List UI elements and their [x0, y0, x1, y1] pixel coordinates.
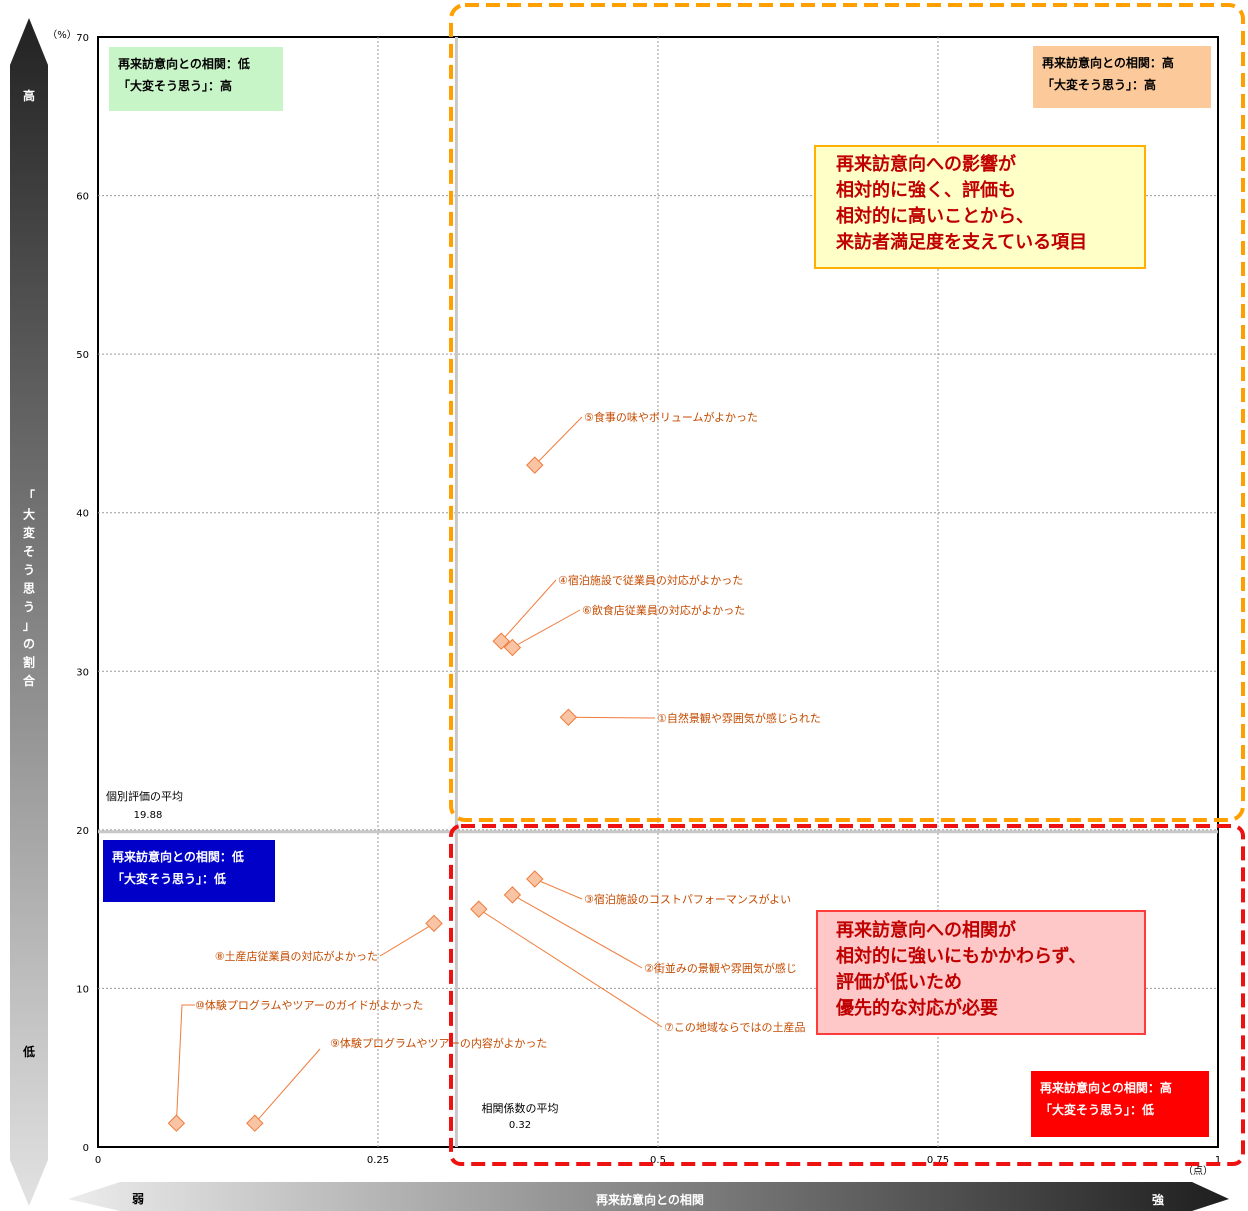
- y-axis-title-char: 思: [23, 582, 35, 596]
- leader-line: [534, 878, 583, 900]
- x-unit-label: （点）: [1183, 1165, 1213, 1177]
- data-point-marker: [167, 1114, 186, 1132]
- data-point-marker: [492, 632, 510, 650]
- y-tick-label: 60: [76, 192, 89, 203]
- data-point-label: ⑤食事の味やボリュームがよかった: [584, 410, 758, 424]
- quadrant-bottom-left-line2: 「大変そう思う」：低: [112, 872, 227, 886]
- avg-x-value: 0.32: [509, 1120, 531, 1131]
- y-axis-title-char: う: [23, 600, 35, 614]
- avg-y-value: 19.88: [134, 810, 163, 821]
- leader-line: [478, 908, 663, 1028]
- priority-callout-line4: 優先的な対応が必要: [836, 998, 998, 1019]
- quadrant-top-left-line1: 再来訪意向との相関：低: [118, 57, 250, 71]
- point-labels: ①自然景観や雰囲気が感じられた ②街並みの景観や雰囲気が感じ ③宿泊施設のコストパフ…: [195, 410, 821, 1050]
- x-axis-arrow: [68, 1182, 1229, 1211]
- x-arrow-strong-label: 強: [1152, 1192, 1164, 1207]
- leader-line: [534, 416, 583, 466]
- data-point-label: ①自然景観や雰囲気が感じられた: [657, 711, 821, 725]
- leader-line: [500, 579, 557, 642]
- leader-line: [512, 609, 581, 648]
- avg-x-label: 相関係数の平均: [482, 1102, 559, 1115]
- quadrant-label-top-right: 再来訪意向との相関：高 「大変そう思う」：高: [1033, 46, 1211, 108]
- strength-callout-line2: 相対的に強く、評価も: [836, 180, 1016, 201]
- x-tick-label: 1: [1215, 1155, 1221, 1166]
- quadrant-label-bottom-right: 再来訪意向との相関：高 「大変そう思う」：低: [1031, 1071, 1209, 1137]
- y-tick-label: 20: [76, 826, 89, 837]
- strength-callout-line1: 再来訪意向への影響が: [836, 154, 1016, 175]
- quadrant-top-right-line1: 再来訪意向との相関：高: [1042, 56, 1174, 70]
- x-tick-label: 0: [95, 1155, 101, 1166]
- strength-callout-line4: 来訪者満足度を支えている項目: [836, 232, 1088, 253]
- x-axis-title: 再来訪意向との相関: [596, 1192, 704, 1207]
- y-arrow-low-label: 低: [22, 1044, 35, 1059]
- y-axis-title-char: 割: [23, 655, 35, 670]
- leader-lines: [175, 416, 663, 1124]
- y-tick-label: 0: [83, 1143, 89, 1154]
- x-tick-label: 0.5: [650, 1155, 666, 1166]
- y-tick-label: 30: [76, 667, 89, 678]
- quadrant-label-bottom-left: 再来訪意向との相関：低 「大変そう思う」：低: [103, 840, 275, 902]
- data-point-label: ⑧土産店従業員の対応がよかった: [215, 949, 378, 963]
- data-point-label: ⑨体験プログラムやツアーの内容がよかった: [330, 1036, 547, 1050]
- quadrant-top-left-line2: 「大変そう思う」：高: [118, 79, 233, 93]
- strength-callout: 再来訪意向への影響が 相対的に強く、評価も 相対的に高いことから、 来訪者満足度…: [814, 145, 1146, 269]
- data-point-label: ④宿泊施設で従業員の対応がよかった: [558, 573, 743, 587]
- data-point-marker: [503, 638, 522, 657]
- y-tick-label: 50: [76, 350, 89, 361]
- y-axis-title-char: 変: [23, 525, 36, 540]
- y-axis-title: 「大変そう思う」の割合: [23, 488, 36, 688]
- avg-y-label: 個別評価の平均: [106, 789, 183, 803]
- quadrant-bottom-right-line1: 再来訪意向との相関：高: [1040, 1081, 1172, 1095]
- data-points: [167, 456, 578, 1132]
- high-low-region-outline: [449, 824, 1245, 1166]
- data-point-marker: [503, 886, 522, 904]
- quadrant-label-top-left: 再来訪意向との相関：低 「大変そう思う」：高: [109, 47, 283, 111]
- y-arrow-high-label: 高: [23, 88, 35, 103]
- priority-callout-line3: 評価が低いため: [836, 972, 962, 993]
- data-point-marker: [559, 708, 578, 726]
- y-tick-label: 10: [76, 984, 89, 995]
- quadrant-bottom-right-line2: 「大変そう思う」：低: [1040, 1103, 1155, 1117]
- data-point-marker: [246, 1114, 264, 1132]
- y-tick-label: 40: [76, 509, 89, 520]
- leader-line: [512, 894, 643, 969]
- y-tick-label: 70: [76, 33, 89, 44]
- data-point-label: ⑥飲食店従業員の対応がよかった: [582, 603, 745, 617]
- average-lines: [98, 37, 1218, 1147]
- x-tick-label: 0.75: [927, 1155, 949, 1166]
- leader-line: [568, 716, 656, 719]
- leader-line: [379, 922, 435, 957]
- y-axis-title-char: 」: [23, 619, 35, 633]
- data-point-label: ②街並みの景観や雰囲気が感じ: [644, 961, 797, 975]
- y-axis-title-char: 「: [23, 488, 35, 503]
- priority-callout: 再来訪意向への相関が 相対的に強いにもかかわらず、 評価が低いため 優先的な対応…: [816, 910, 1146, 1035]
- high-high-region-outline: [449, 3, 1245, 822]
- data-point-label: ⑦この地域ならではの土産品: [664, 1021, 806, 1034]
- data-point-label: ③宿泊施設のコストパフォーマンスがよい: [584, 892, 791, 906]
- leader-line: [254, 1048, 321, 1124]
- y-axis-title-char: そ: [23, 545, 35, 559]
- strength-callout-line3: 相対的に高いことから、: [836, 206, 1034, 227]
- y-axis-title-char: 大: [23, 507, 35, 522]
- y-axis-title-char: う: [23, 563, 35, 577]
- y-axis-title-char: 合: [23, 673, 36, 688]
- priority-callout-line2: 相対的に強いにもかかわらず、: [836, 946, 1087, 967]
- priority-callout-line1: 再来訪意向への相関が: [836, 920, 1016, 941]
- quadrant-bottom-left-line1: 再来訪意向との相関：低: [112, 850, 244, 864]
- data-point-marker: [425, 914, 443, 933]
- data-point-marker: [526, 456, 544, 474]
- data-point-marker: [526, 870, 544, 888]
- quadrant-top-right-line2: 「大変そう思う」：高: [1042, 78, 1157, 92]
- leader-line: [175, 1004, 195, 1124]
- data-point-marker: [470, 900, 488, 918]
- data-point-label: ⑩体験プログラムやツアーのガイドがよかった: [195, 998, 423, 1012]
- y-axis-arrow: [10, 18, 48, 1206]
- y-axis-title-char: の: [23, 637, 35, 651]
- x-tick-label: 0.25: [367, 1155, 389, 1166]
- y-unit-label: （%）: [47, 29, 77, 41]
- x-arrow-weak-label: 弱: [132, 1191, 144, 1206]
